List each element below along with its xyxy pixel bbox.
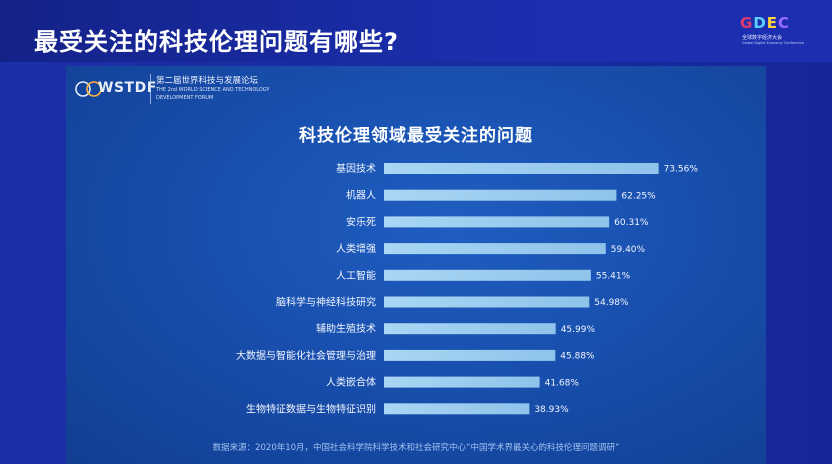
bar [384,216,610,228]
wstdf-logo: WSTDF [74,76,156,102]
gdec-logo: GDEC 全球数字经济大会 Global Digital Economy Con… [736,14,804,52]
page-title: 最受关注的科技伦理问题有哪些? [34,28,399,56]
category-label: 生物特征数据与生物特征识别 [246,402,376,415]
value-label: 54.98% [594,298,629,308]
value-label: 59.40% [611,245,646,255]
category-label: 人类增强 [336,242,376,255]
bar [384,376,540,388]
value-label: 41.68% [545,378,580,388]
forum-name-en-line2: DEVELOPMENT FORUM [156,95,214,101]
value-label: 62.25% [621,191,656,201]
value-label: 60.31% [614,218,649,228]
data-source-note: 数据来源：2020年10月，中国社会科学院科学技术和社会研究中心“中国学术界最关… [212,443,620,453]
value-label: 73.56% [664,165,699,175]
category-label: 人工智能 [336,269,376,282]
category-label: 大数据与智能化社会管理与治理 [236,349,376,362]
value-label: 38.93% [534,405,569,415]
forum-name-en-line1: THE 2nd WORLD SCIENCE AND TECHNOLOGY [156,87,270,93]
bar [384,349,556,361]
slide-panel: WSTDF 第二届世界科技与发展论坛 THE 2nd WORLD SCIENCE… [66,66,766,464]
bar [384,323,556,335]
category-label: 基因技术 [336,162,376,175]
category-label: 辅助生殖技术 [316,322,376,335]
gdec-logo-subtitle-en: Global Digital Economy Conference [742,41,804,45]
gdec-logo-subtitle: 全球数字经济大会 [742,35,783,41]
value-label: 45.88% [560,352,595,362]
category-label: 机器人 [346,189,376,202]
bar [384,269,591,281]
gdec-logo-word: GDEC [740,14,791,32]
category-label: 人类嵌合体 [326,376,376,389]
bar [384,403,530,415]
bar [384,189,617,201]
chart-title: 科技伦理领域最受关注的问题 [299,126,533,146]
bar-chart: 基因技术 73.56% 机器人 62.25% 安乐死 60.31% 人类增强 59.40% 人工… [236,162,699,415]
category-label: 脑科学与神经科技研究 [276,296,376,309]
wstdf-logo-text: WSTDF [98,80,157,96]
wstdf-infinity-icon [75,81,102,97]
bar [384,163,659,174]
value-label: 45.99% [561,325,596,335]
forum-name-cn: 第二届世界科技与发展论坛 [156,76,259,86]
header-bar: 最受关注的科技伦理问题有哪些? GDEC 全球数字经济大会 Global Dig… [0,0,832,62]
category-label: 安乐死 [346,215,376,228]
value-label: 55.41% [596,272,631,282]
bar [384,243,606,255]
logo-divider [150,74,151,104]
bar [384,296,590,308]
